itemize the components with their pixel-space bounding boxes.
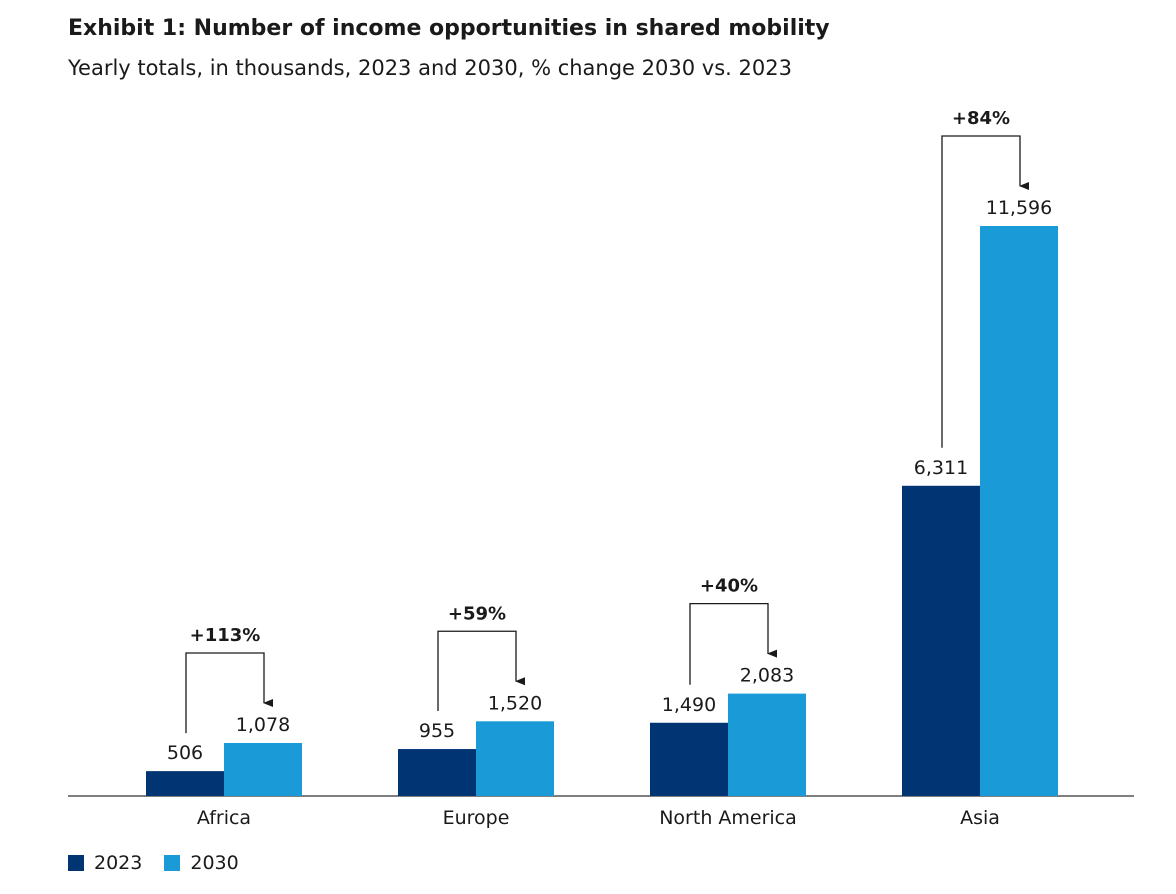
legend-swatch-2030 bbox=[164, 855, 181, 871]
bar-north-america-2030 bbox=[728, 693, 806, 796]
bar-asia-2030 bbox=[980, 226, 1058, 796]
category-label-africa: Africa bbox=[197, 807, 251, 829]
data-label-europe-2030: 1,520 bbox=[488, 692, 542, 714]
change-label-asia: +84% bbox=[952, 108, 1010, 129]
data-label-africa-2023: 506 bbox=[167, 742, 203, 764]
category-label-europe: Europe bbox=[443, 807, 510, 829]
chart-subtitle: Yearly totals, in thousands, 2023 and 20… bbox=[68, 56, 792, 80]
category-label-north-america: North America bbox=[659, 807, 797, 829]
change-bracket-europe bbox=[437, 630, 525, 712]
legend: 2023 2030 bbox=[68, 852, 261, 874]
bar-asia-2023 bbox=[902, 485, 980, 796]
bar-europe-2030 bbox=[476, 721, 554, 796]
data-label-asia-2023: 6,311 bbox=[914, 457, 968, 479]
chart-title: Exhibit 1: Number of income opportunitie… bbox=[68, 16, 830, 41]
change-label-africa: +113% bbox=[190, 625, 261, 646]
legend-item-2023: 2023 bbox=[68, 852, 142, 874]
data-label-north-america-2030: 2,083 bbox=[740, 665, 794, 687]
change-bracket-asia bbox=[941, 135, 1029, 448]
legend-swatch-2023 bbox=[68, 855, 84, 871]
bar-europe-2023 bbox=[398, 749, 476, 796]
legend-item-2030: 2030 bbox=[164, 852, 239, 874]
data-label-north-america-2023: 1,490 bbox=[662, 694, 716, 716]
bar-africa-2030 bbox=[224, 743, 302, 796]
legend-label-2030: 2030 bbox=[190, 852, 239, 874]
legend-label-2023: 2023 bbox=[94, 852, 143, 874]
change-bracket-north-america bbox=[689, 602, 777, 685]
data-label-africa-2030: 1,078 bbox=[236, 714, 290, 736]
bar-north-america-2023 bbox=[650, 722, 728, 796]
change-bracket-africa bbox=[185, 652, 273, 734]
data-label-europe-2023: 955 bbox=[419, 720, 455, 742]
change-label-europe: +59% bbox=[448, 603, 506, 624]
bar-africa-2023 bbox=[146, 771, 224, 796]
data-label-asia-2030: 11,596 bbox=[986, 197, 1052, 219]
category-label-asia: Asia bbox=[960, 807, 1000, 829]
change-label-north-america: +40% bbox=[700, 576, 758, 597]
